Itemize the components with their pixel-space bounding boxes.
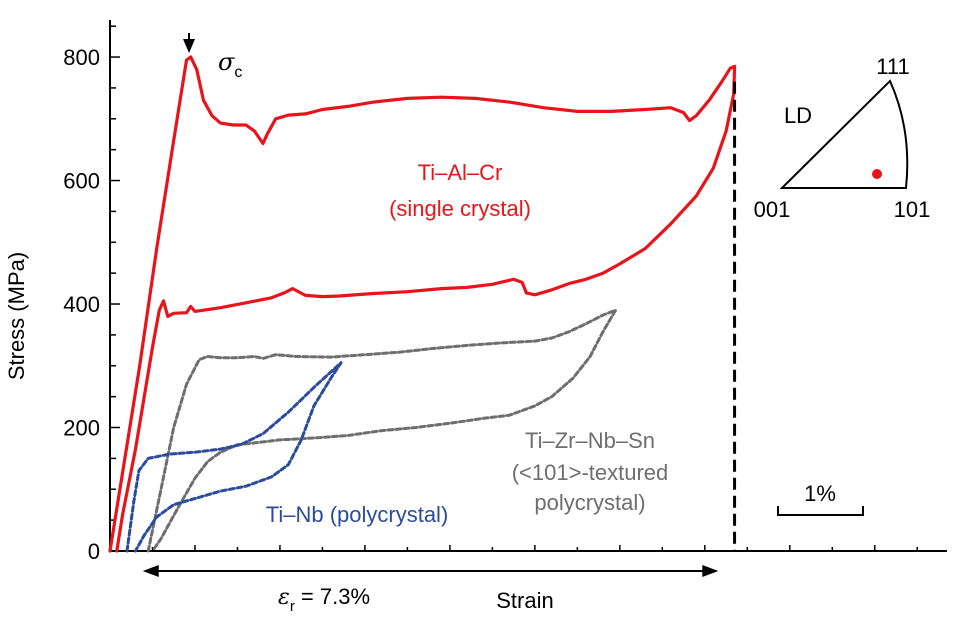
epsilon-symbol: ε [278,585,290,610]
epsilon-subscript: r [290,598,295,615]
ipf-corner-111: 111 [876,54,909,79]
scale-bar-line [777,506,864,516]
sigma-c-arrow-head [183,39,196,54]
ipf-ld-label: LD [784,103,812,128]
annotations [142,33,737,577]
epsilon-value: = 7.3% [295,584,370,609]
y-tick-label: 600 [63,169,100,194]
y-tick-label: 800 [63,45,100,70]
recoverable-strain-arrow-left [142,565,159,577]
ipf-corner-001: 001 [754,197,791,222]
label-ti-al-cr-line1: Ti–Al–Cr [418,160,503,185]
label-ti-zr-nb-sn: Ti–Zr–Nb–Sn (<101>-textured polycrystal) [512,428,669,515]
x-ticks [151,545,919,551]
scale-bar: 1% [777,481,864,516]
series-curve-2 [125,361,343,553]
series-curve-1 [146,308,618,553]
label-ti-nb: Ti–Nb (polycrystal) [266,502,449,527]
sigma-subscript: c [234,64,242,81]
ipf-triangle [779,79,909,189]
sigma-c-label: σc [218,48,242,81]
x-axis-title: Strain [496,588,553,613]
sigma-symbol: σ [218,48,235,76]
y-tick-label: 0 [88,539,100,564]
recoverable-strain-arrow-right [702,565,719,577]
label-ti-al-cr-line2: (single crystal) [389,196,531,221]
scale-bar-label: 1% [804,481,836,506]
axes [109,20,947,552]
y-ticks: 0 200 400 600 800 [63,25,120,564]
series-curve-0 [108,55,737,553]
ipf-corner-101: 101 [894,197,931,222]
label-ti-al-cr: Ti–Al–Cr (single crystal) [389,160,531,221]
label-ti-zr-nb-sn-line1: Ti–Zr–Nb–Sn [525,428,655,453]
epsilon-r-label: εr = 7.3% [278,584,370,615]
series-layer [108,55,737,553]
label-ti-zr-nb-sn-line3: polycrystal) [534,490,645,515]
y-tick-label: 400 [63,292,100,317]
ipf-orientation-marker [872,169,882,179]
y-tick-label: 200 [63,416,100,441]
inverse-pole-figure: LD 001 101 111 [754,54,931,222]
label-ti-zr-nb-sn-line2: (<101>-textured [512,460,669,485]
y-axis-title: Stress (MPa) [4,252,29,380]
